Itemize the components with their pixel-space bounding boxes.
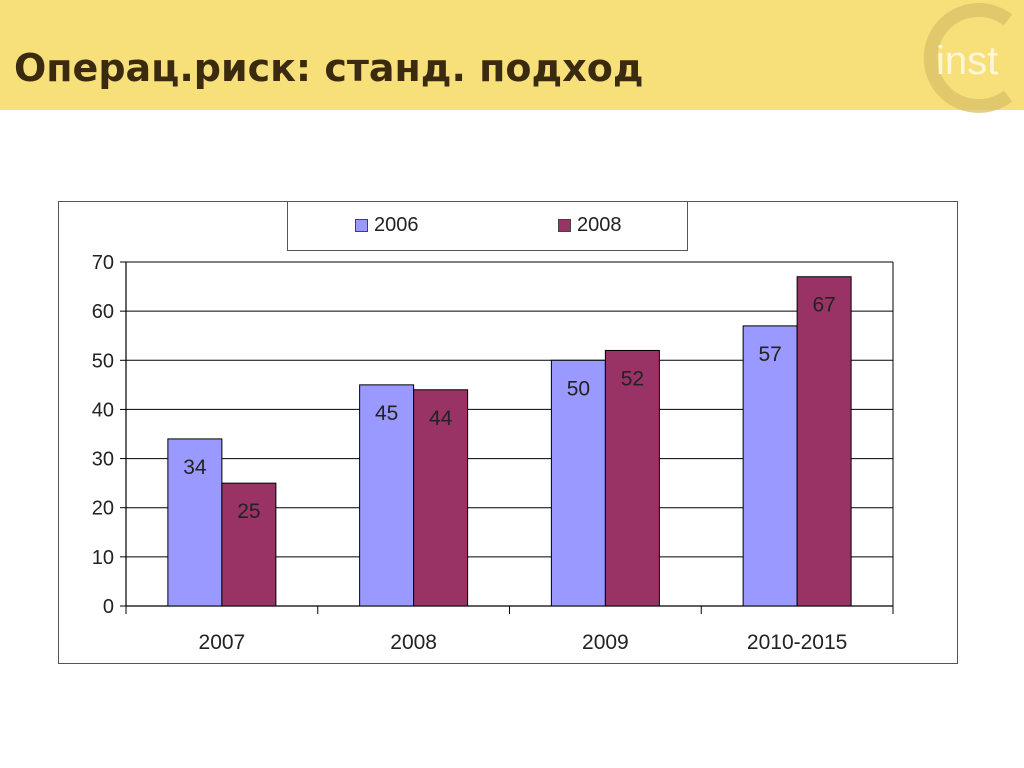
data-label: 52 xyxy=(621,367,644,390)
y-tick-label: 10 xyxy=(92,547,114,569)
page-title: Операц.риск: станд. подход xyxy=(14,46,644,90)
bar-2008-2007 xyxy=(221,482,277,607)
legend-swatch-2008 xyxy=(558,219,571,232)
data-label: 25 xyxy=(237,500,260,523)
data-label: 34 xyxy=(183,456,207,479)
bar-2006-2010-2015 xyxy=(742,325,798,607)
y-tick-label: 30 xyxy=(92,449,114,471)
x-tick-label: 2007 xyxy=(199,631,246,654)
legend-label-2006: 2006 xyxy=(374,214,419,236)
y-tick-label: 40 xyxy=(92,399,114,421)
y-tick-label: 70 xyxy=(92,252,114,274)
data-label: 50 xyxy=(567,377,590,400)
chart-legend: 2006 2008 xyxy=(287,201,688,251)
y-tick-label: 0 xyxy=(103,596,114,618)
legend-item-2008: 2008 xyxy=(558,214,622,237)
bar-2006-2009 xyxy=(550,359,606,607)
logo-text: inst xyxy=(936,39,998,83)
inst-logo: inst xyxy=(923,3,1013,113)
data-label: 67 xyxy=(812,294,835,317)
bar-2006-2007 xyxy=(167,438,223,607)
header-bar: Операц.риск: станд. подход inst xyxy=(0,0,1024,113)
legend-label-2008: 2008 xyxy=(577,214,622,236)
data-label: 44 xyxy=(429,407,453,430)
bar-2008-2008 xyxy=(413,389,469,607)
y-tick-label: 60 xyxy=(92,301,114,323)
legend-swatch-2006 xyxy=(355,219,368,232)
bar-2008-2009 xyxy=(604,349,660,607)
x-tick-label: 2009 xyxy=(582,631,629,654)
data-label: 45 xyxy=(375,402,398,425)
y-tick-label: 20 xyxy=(92,498,114,520)
x-tick-label: 2008 xyxy=(390,631,437,654)
y-tick-label: 50 xyxy=(92,350,114,372)
x-tick-label: 2010-2015 xyxy=(747,631,847,654)
bar-2008-2010-2015 xyxy=(796,276,852,607)
legend-item-2006: 2006 xyxy=(355,214,419,237)
data-label: 57 xyxy=(758,343,781,366)
